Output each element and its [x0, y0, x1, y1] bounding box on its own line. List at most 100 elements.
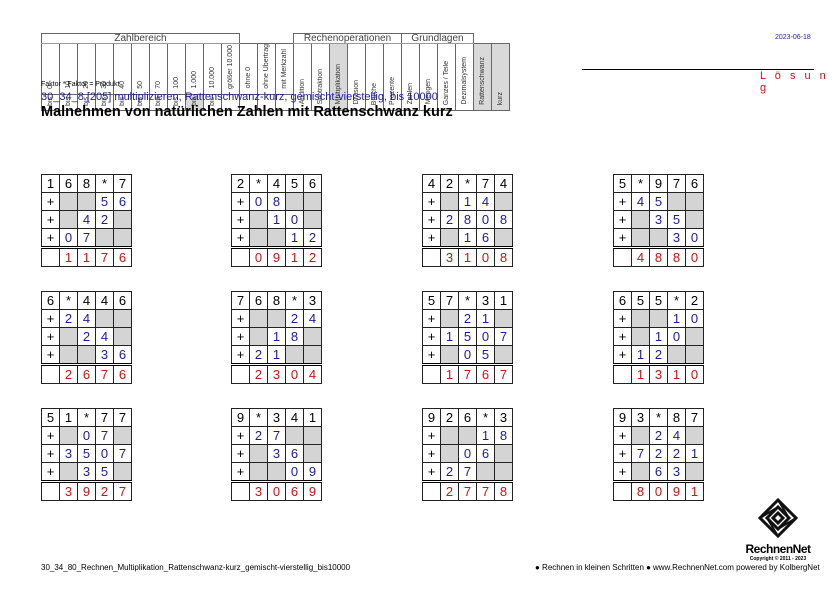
grid-cell: 8: [494, 246, 513, 267]
expression-row: 6 * 4 4 6: [41, 291, 132, 310]
grid-cell: 0: [685, 309, 704, 328]
grid-cell: +: [422, 309, 441, 328]
grid-cell: 6: [476, 363, 495, 384]
grid-cell: [249, 309, 268, 328]
grid-cell: [41, 246, 60, 267]
grid-cell: 6: [285, 480, 304, 501]
grid-cell: 0: [476, 327, 495, 346]
grid-cell: +: [231, 426, 250, 445]
grid-cell: [285, 426, 304, 445]
grid-cell: [267, 309, 286, 328]
grid-cell: 8: [458, 210, 477, 229]
partial-product-row: +0 7: [41, 426, 132, 445]
grid-cell: 5: [649, 291, 668, 310]
grid-cell: [422, 363, 441, 384]
grid-cell: 8: [649, 246, 668, 267]
grid-cell: 7: [685, 408, 704, 427]
grid-cell: [494, 462, 513, 482]
partial-product-row: +3 6: [231, 444, 322, 463]
grid-cell: [303, 192, 322, 211]
grid-cell: 7: [494, 363, 513, 384]
grid-cell: 1: [458, 192, 477, 211]
grid-cell: 1: [649, 327, 668, 346]
grid-cell: 1: [458, 246, 477, 267]
grid-cell: [113, 426, 132, 445]
grid-cell: 2: [249, 426, 268, 445]
grid-cell: +: [422, 228, 441, 248]
grid-cell: [113, 228, 132, 248]
grid-cell: *: [95, 174, 114, 193]
expression-row: 9 3 * 8 7: [613, 408, 704, 427]
grid-cell: 7: [458, 462, 477, 482]
name-line: [582, 69, 814, 70]
grid-cell: *: [667, 291, 686, 310]
multiplication-task: 2 * 4 5 6 +0 8 +1 0 +1 2 0 9 1 2: [231, 174, 322, 267]
grid-cell: 2: [649, 345, 668, 365]
solution-label: L ö s u n g: [760, 70, 829, 94]
grid-cell: +: [422, 426, 441, 445]
partial-product-row: +1 2: [613, 345, 704, 365]
grid-cell: [267, 228, 286, 248]
multiplication-task: 9 * 3 4 1 +2 7 +3 6 +0 9 3 0 6 9: [231, 408, 322, 501]
partial-product-row: +0 7: [41, 228, 132, 248]
grid-cell: [685, 210, 704, 229]
partial-product-row: +1 2: [231, 228, 322, 248]
grid-cell: 8: [267, 192, 286, 211]
grid-cell: [649, 228, 668, 248]
grid-cell: [249, 210, 268, 229]
grid-cell: 6: [113, 246, 132, 267]
grid-cell: 1: [685, 480, 704, 501]
grid-cell: 3: [59, 444, 78, 463]
grid-cell: [458, 426, 477, 445]
grid-cell: [494, 192, 513, 211]
grid-cell: 5: [631, 291, 650, 310]
grid-cell: +: [231, 228, 250, 248]
grid-cell: +: [422, 345, 441, 365]
grid-cell: [303, 210, 322, 229]
partial-product-row: +1 5 0 7: [422, 327, 513, 346]
grid-cell: [59, 210, 78, 229]
grid-cell: 0: [667, 327, 686, 346]
grid-cell: 7: [458, 363, 477, 384]
footer-website: www.RechnenNet.com powered by KolbergNet: [653, 563, 820, 572]
grid-cell: 6: [41, 291, 60, 310]
grid-cell: 4: [631, 246, 650, 267]
grid-cell: 5: [613, 174, 632, 193]
grid-cell: [685, 327, 704, 346]
grid-cell: [649, 309, 668, 328]
grid-cell: [631, 309, 650, 328]
group-zahlbereich: Zahlbereich: [41, 33, 240, 44]
grid-cell: 4: [267, 174, 286, 193]
grid-cell: *: [285, 291, 304, 310]
grid-cell: [631, 228, 650, 248]
grid-cell: [59, 462, 78, 482]
grid-cell: 1: [285, 228, 304, 248]
grid-cell: +: [422, 444, 441, 463]
partial-product-row: +5 6: [41, 192, 132, 211]
grid-cell: [685, 462, 704, 482]
grid-cell: 2: [440, 174, 459, 193]
grid-cell: 0: [458, 444, 477, 463]
partial-product-row: +2 1: [422, 309, 513, 328]
grid-cell: 5: [422, 291, 441, 310]
grid-cell: [59, 192, 78, 211]
grid-cell: [667, 345, 686, 365]
grid-cell: [231, 363, 250, 384]
grid-cell: 1: [631, 363, 650, 384]
grid-cell: *: [59, 291, 78, 310]
grid-cell: [113, 462, 132, 482]
group-grundlagen: Grundlagen: [401, 33, 474, 44]
grid-cell: 9: [422, 408, 441, 427]
partial-product-row: +2 4: [41, 309, 132, 328]
grid-cell: [285, 345, 304, 365]
grid-cell: 1: [77, 246, 96, 267]
grid-cell: 3: [267, 444, 286, 463]
grid-cell: 5: [667, 210, 686, 229]
grid-cell: 8: [494, 480, 513, 501]
grid-cell: 1: [458, 228, 477, 248]
grid-cell: 1: [285, 246, 304, 267]
